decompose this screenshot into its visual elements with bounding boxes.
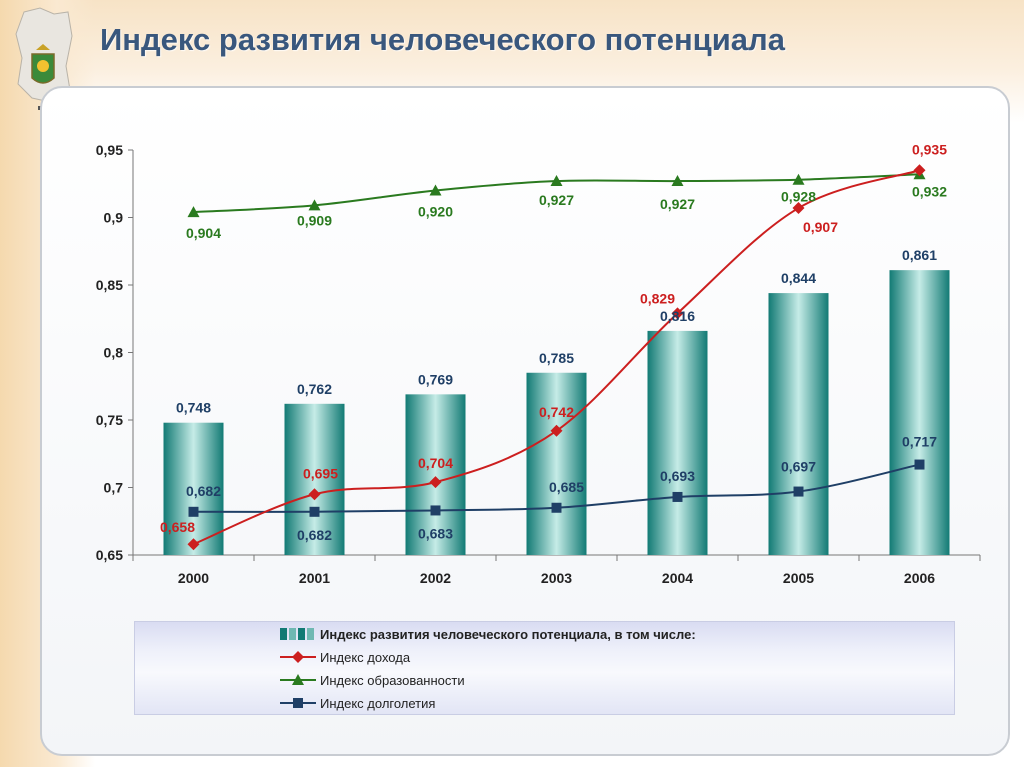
legend-item-longevity: Индекс долголетия xyxy=(280,693,435,713)
bar xyxy=(647,330,708,555)
point-data-label: 0,909 xyxy=(297,212,332,228)
point-longevity xyxy=(309,506,320,517)
point-data-label: 0,907 xyxy=(803,219,838,235)
bar-data-label: 0,769 xyxy=(418,371,453,387)
x-tick-label: 2000 xyxy=(178,570,209,586)
legend-item-education: Индекс образованности xyxy=(280,670,465,690)
point-data-label: 0,935 xyxy=(912,141,947,157)
point-data-label: 0,927 xyxy=(539,192,574,208)
legend-label: Индекс дохода xyxy=(320,649,411,665)
x-tick-label: 2001 xyxy=(299,570,330,586)
bar xyxy=(768,293,829,555)
point-data-label: 0,704 xyxy=(418,455,453,471)
point-data-label: 0,658 xyxy=(160,519,195,535)
point-education xyxy=(308,199,321,211)
y-tick-label: 0,65 xyxy=(96,547,123,563)
bar-data-label: 0,844 xyxy=(781,270,816,286)
point-longevity xyxy=(793,486,804,497)
legend-label: Индекс долголетия xyxy=(320,695,436,711)
point-data-label: 0,682 xyxy=(297,527,332,543)
point-data-label: 0,932 xyxy=(912,183,947,199)
point-income xyxy=(429,476,442,489)
point-income xyxy=(792,202,805,215)
x-tick-label: 2005 xyxy=(783,570,814,586)
bar xyxy=(284,403,345,555)
y-tick-label: 0,75 xyxy=(96,412,123,428)
bar xyxy=(526,372,587,555)
point-income xyxy=(308,488,321,501)
point-longevity xyxy=(430,505,441,516)
point-data-label: 0,683 xyxy=(418,525,453,541)
page-title: Индекс развития человеческого потенциала xyxy=(100,22,785,57)
point-longevity xyxy=(672,491,683,502)
x-tick-label: 2006 xyxy=(904,570,935,586)
point-data-label: 0,927 xyxy=(660,196,695,212)
point-data-label: 0,717 xyxy=(902,434,937,450)
point-data-label: 0,928 xyxy=(781,189,816,205)
legend-label: Индекс развития человеческого потенциала… xyxy=(320,626,696,642)
bar xyxy=(163,422,224,555)
y-tick-label: 0,8 xyxy=(104,345,124,361)
point-longevity xyxy=(188,506,199,517)
point-education xyxy=(792,173,805,185)
point-longevity xyxy=(914,459,925,470)
point-income xyxy=(550,424,563,437)
point-data-label: 0,682 xyxy=(186,483,221,499)
point-data-label: 0,685 xyxy=(549,479,584,495)
chart-legend xyxy=(134,621,955,715)
bar-data-label: 0,748 xyxy=(176,400,211,416)
x-tick-label: 2004 xyxy=(662,570,693,586)
legend-swatch-longevity xyxy=(280,698,316,708)
y-tick-label: 0,9 xyxy=(104,210,124,226)
bar xyxy=(405,394,466,555)
point-education xyxy=(550,175,563,187)
bar-data-label: 0,816 xyxy=(660,308,695,324)
point-data-label: 0,693 xyxy=(660,468,695,484)
legend-item-hdi: Индекс развития человеческого потенциала… xyxy=(280,624,696,644)
x-tick-label: 2003 xyxy=(541,570,572,586)
y-tick-label: 0,85 xyxy=(96,277,123,293)
legend-swatch-income xyxy=(280,651,316,663)
bar-data-label: 0,785 xyxy=(539,350,574,366)
point-income xyxy=(913,164,926,177)
y-tick-label: 0,7 xyxy=(104,480,124,496)
point-income xyxy=(671,307,684,320)
bar xyxy=(889,270,950,555)
bar-data-label: 0,861 xyxy=(902,247,937,263)
point-education xyxy=(671,175,684,187)
point-data-label: 0,742 xyxy=(539,404,574,420)
point-data-label: 0,695 xyxy=(303,465,338,481)
legend-swatch-education xyxy=(280,674,316,685)
legend-label: Индекс образованности xyxy=(320,672,465,688)
y-tick-label: 0,95 xyxy=(96,142,123,158)
legend-swatch-hdi xyxy=(280,628,314,640)
point-data-label: 0,829 xyxy=(640,290,675,306)
point-data-label: 0,920 xyxy=(418,204,453,220)
point-education xyxy=(429,184,442,196)
bar-data-label: 0,762 xyxy=(297,381,332,397)
x-tick-label: 2002 xyxy=(420,570,451,586)
point-data-label: 0,904 xyxy=(186,225,221,241)
point-income xyxy=(187,538,200,551)
point-education xyxy=(187,206,200,218)
point-data-label: 0,697 xyxy=(781,459,816,475)
legend-item-income: Индекс дохода xyxy=(280,647,410,667)
point-longevity xyxy=(551,502,562,513)
coat-of-arms-icon xyxy=(15,7,73,110)
